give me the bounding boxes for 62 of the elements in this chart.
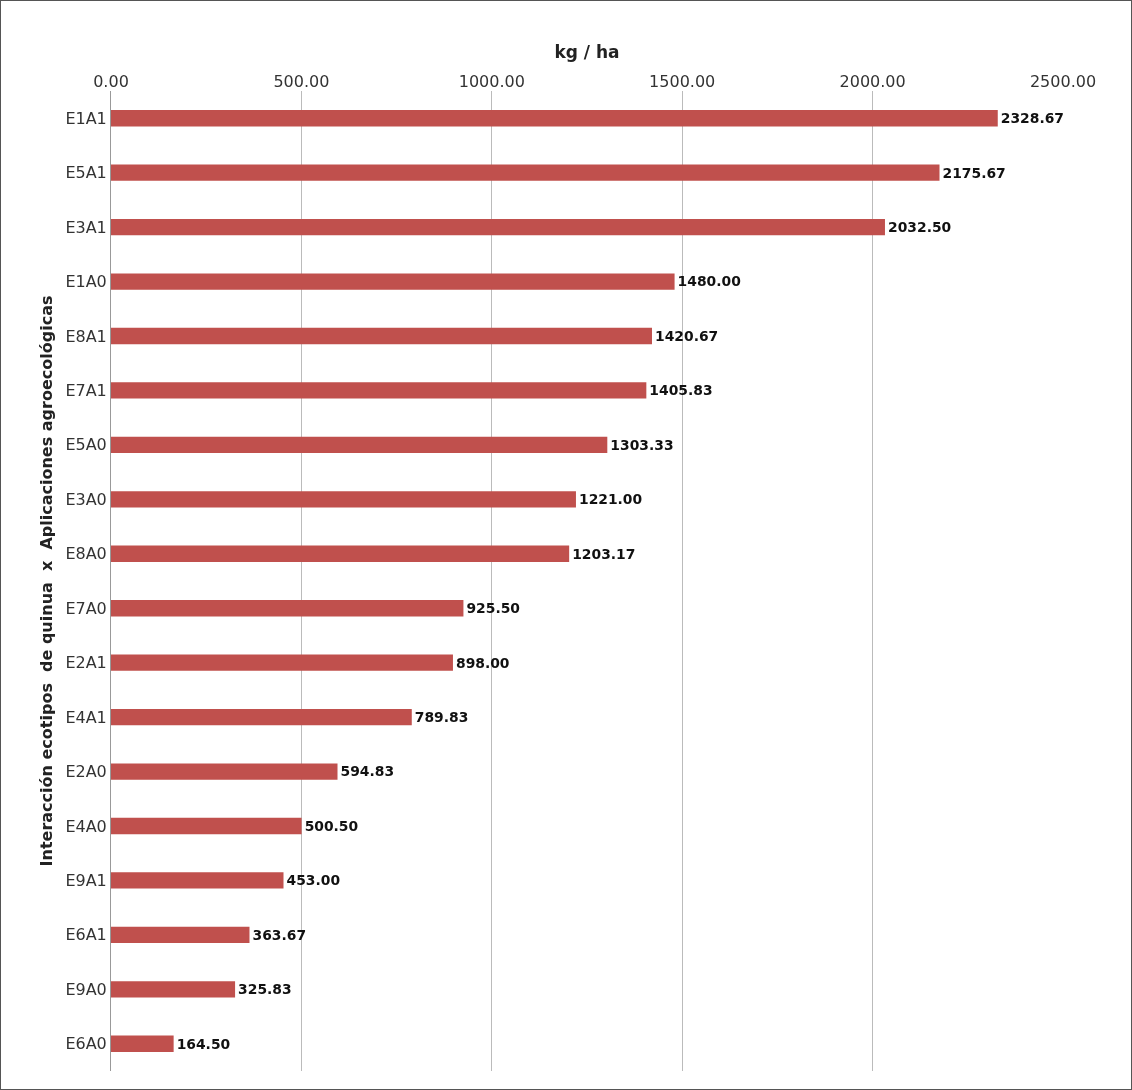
bar (111, 817, 302, 835)
data-label: 898.00 (455, 654, 510, 671)
bar (111, 872, 284, 889)
y-tick-label: E1A1 (65, 108, 107, 128)
bar (111, 708, 412, 726)
x-axis-title: kg / ha (554, 42, 620, 63)
data-label: 325.83 (238, 981, 292, 998)
y-tick-label: E7A0 (65, 598, 107, 618)
data-label: 594.83 (340, 763, 395, 780)
data-label: 2175.67 (942, 164, 1006, 181)
bar (111, 436, 608, 454)
bar (111, 981, 236, 998)
bar (111, 110, 998, 127)
y-tick-label: E1A0 (65, 272, 107, 292)
y-axis-title: Interacción ecotipos de quinua x Aplicaciones agroecológicas (37, 295, 57, 867)
bar (111, 545, 570, 562)
x-tick-label: 0.00 (93, 71, 129, 91)
data-label: 789.83 (414, 709, 469, 726)
bar (111, 926, 250, 944)
y-tick-label: E4A0 (65, 816, 107, 836)
bar (111, 218, 885, 236)
data-label: 500.50 (304, 817, 359, 834)
x-tick-label: 1000.00 (458, 71, 525, 91)
y-tick-label: E8A1 (65, 326, 107, 346)
data-label: 2328.67 (1000, 110, 1064, 127)
y-tick-label: E6A0 (65, 1034, 107, 1054)
bar (111, 382, 647, 399)
y-tick-label: E6A1 (65, 925, 107, 945)
data-label: 1405.83 (649, 382, 713, 399)
bar (111, 1035, 174, 1052)
bar (111, 491, 576, 508)
data-label: 1203.17 (572, 545, 636, 562)
data-label: 925.50 (466, 600, 520, 617)
x-tick-label: 1500.00 (649, 71, 716, 91)
y-tick-label: E2A0 (65, 762, 107, 782)
data-label: 2032.50 (888, 219, 952, 236)
x-tick-label: 2000.00 (839, 71, 906, 91)
data-label: 1221.00 (578, 491, 643, 508)
y-tick-label: E2A1 (65, 653, 107, 673)
data-label: 1480.00 (677, 273, 741, 290)
y-tick-label: E7A1 (65, 381, 107, 401)
y-tick-label: E3A0 (65, 489, 107, 509)
data-label: 453.00 (286, 872, 341, 889)
bar (111, 327, 652, 345)
y-tick-label: E8A0 (65, 544, 107, 564)
y-tick-label: E9A0 (65, 979, 107, 999)
data-label: 1303.33 (610, 436, 674, 453)
x-tick-label: 2500.00 (1029, 71, 1097, 91)
bar (111, 164, 940, 181)
data-label: 1420.67 (655, 327, 719, 344)
x-tick-label: 500.00 (273, 71, 330, 91)
y-tick-label: E4A1 (65, 707, 107, 727)
bar (111, 600, 464, 617)
bar (111, 763, 338, 780)
bar (111, 273, 675, 290)
y-tick-label: E5A0 (65, 435, 107, 455)
data-label: 363.67 (252, 926, 307, 943)
bar (111, 654, 453, 671)
data-label: 164.50 (176, 1035, 231, 1052)
y-tick-label: E5A1 (65, 163, 107, 183)
y-tick-label: E3A1 (65, 217, 107, 237)
y-tick-label: E9A1 (65, 871, 107, 891)
